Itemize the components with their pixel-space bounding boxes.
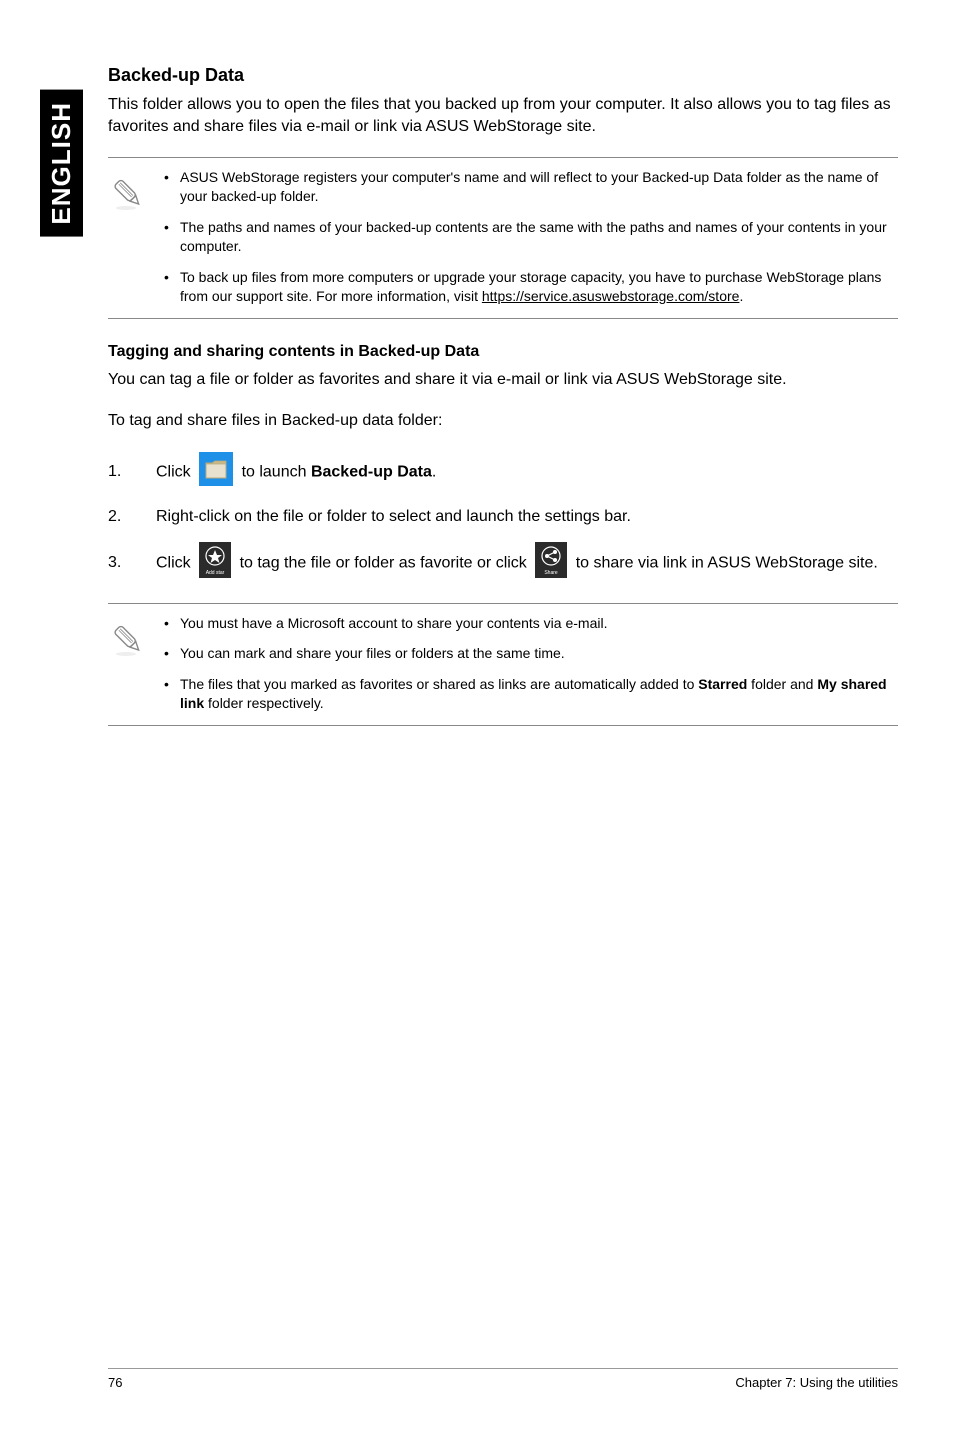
note-item: You can mark and share your files or fol… xyxy=(164,644,898,663)
step-3: 3. Click Add star to tag the file or fol… xyxy=(108,542,898,585)
note-text: folder respectively. xyxy=(204,695,324,711)
pencil-icon xyxy=(108,172,148,212)
heading-tagging-sharing: Tagging and sharing contents in Backed-u… xyxy=(108,343,898,361)
share-icon: Share xyxy=(535,542,567,585)
note-bold: Starred xyxy=(698,676,747,692)
heading-backed-up-data: Backed-up Data xyxy=(108,65,898,86)
step-body: Click to launch Backed-up Data. xyxy=(156,452,898,493)
steps-list: 1. Click to launch Backed-up Data. 2. Ri… xyxy=(108,452,898,585)
step-text: to share via link in ASUS WebStorage sit… xyxy=(576,554,878,571)
note-block-1: ASUS WebStorage registers your computer'… xyxy=(108,157,898,318)
language-tab: ENGLISH xyxy=(40,90,83,237)
note-text: The files that you marked as favorites o… xyxy=(180,676,698,692)
step-number: 3. xyxy=(108,542,156,574)
paragraph: You can tag a file or folder as favorite… xyxy=(108,369,898,391)
chapter-label: Chapter 7: Using the utilities xyxy=(735,1375,898,1390)
pencil-icon xyxy=(108,618,148,658)
note-item: The files that you marked as favorites o… xyxy=(164,675,898,713)
note-list-2: You must have a Microsoft account to sha… xyxy=(164,614,898,714)
step-text: Click xyxy=(156,463,195,480)
step-number: 2. xyxy=(108,506,156,528)
note-item: ASUS WebStorage registers your computer'… xyxy=(164,168,898,206)
intro-paragraph: This folder allows you to open the files… xyxy=(108,94,898,137)
step-body: Right-click on the file or folder to sel… xyxy=(156,506,898,528)
svg-text:Share: Share xyxy=(545,570,559,576)
step-text: to tag the file or folder as favorite or… xyxy=(240,554,532,571)
note-text: folder and xyxy=(747,676,817,692)
note-block-2: You must have a Microsoft account to sha… xyxy=(108,603,898,727)
step-number: 1. xyxy=(108,461,156,483)
note-item: The paths and names of your backed-up co… xyxy=(164,218,898,256)
step-text: Click xyxy=(156,554,195,571)
svg-text:Add star: Add star xyxy=(206,570,225,576)
step-text: . xyxy=(432,463,436,480)
paragraph: To tag and share files in Backed-up data… xyxy=(108,410,898,432)
note-item: To back up files from more computers or … xyxy=(164,268,898,306)
note-icon-col xyxy=(108,168,164,305)
note-icon-col xyxy=(108,614,164,714)
folder-icon xyxy=(199,452,233,493)
page-number: 76 xyxy=(108,1375,122,1390)
note-item: You must have a Microsoft account to sha… xyxy=(164,614,898,633)
note-list-1: ASUS WebStorage registers your computer'… xyxy=(164,168,898,305)
step-body: Click Add star to tag the file or folder… xyxy=(156,542,898,585)
page-footer: 76 Chapter 7: Using the utilities xyxy=(108,1368,898,1390)
step-2: 2. Right-click on the file or folder to … xyxy=(108,506,898,528)
page-content: Backed-up Data This folder allows you to… xyxy=(108,65,898,750)
support-link[interactable]: https://service.asuswebstorage.com/store xyxy=(482,288,740,304)
note-text-trailing: . xyxy=(739,288,743,304)
step-1: 1. Click to launch Backed-up Data. xyxy=(108,452,898,493)
step-text: to launch xyxy=(242,463,311,480)
add-star-icon: Add star xyxy=(199,542,231,585)
step-bold: Backed-up Data xyxy=(311,463,432,480)
